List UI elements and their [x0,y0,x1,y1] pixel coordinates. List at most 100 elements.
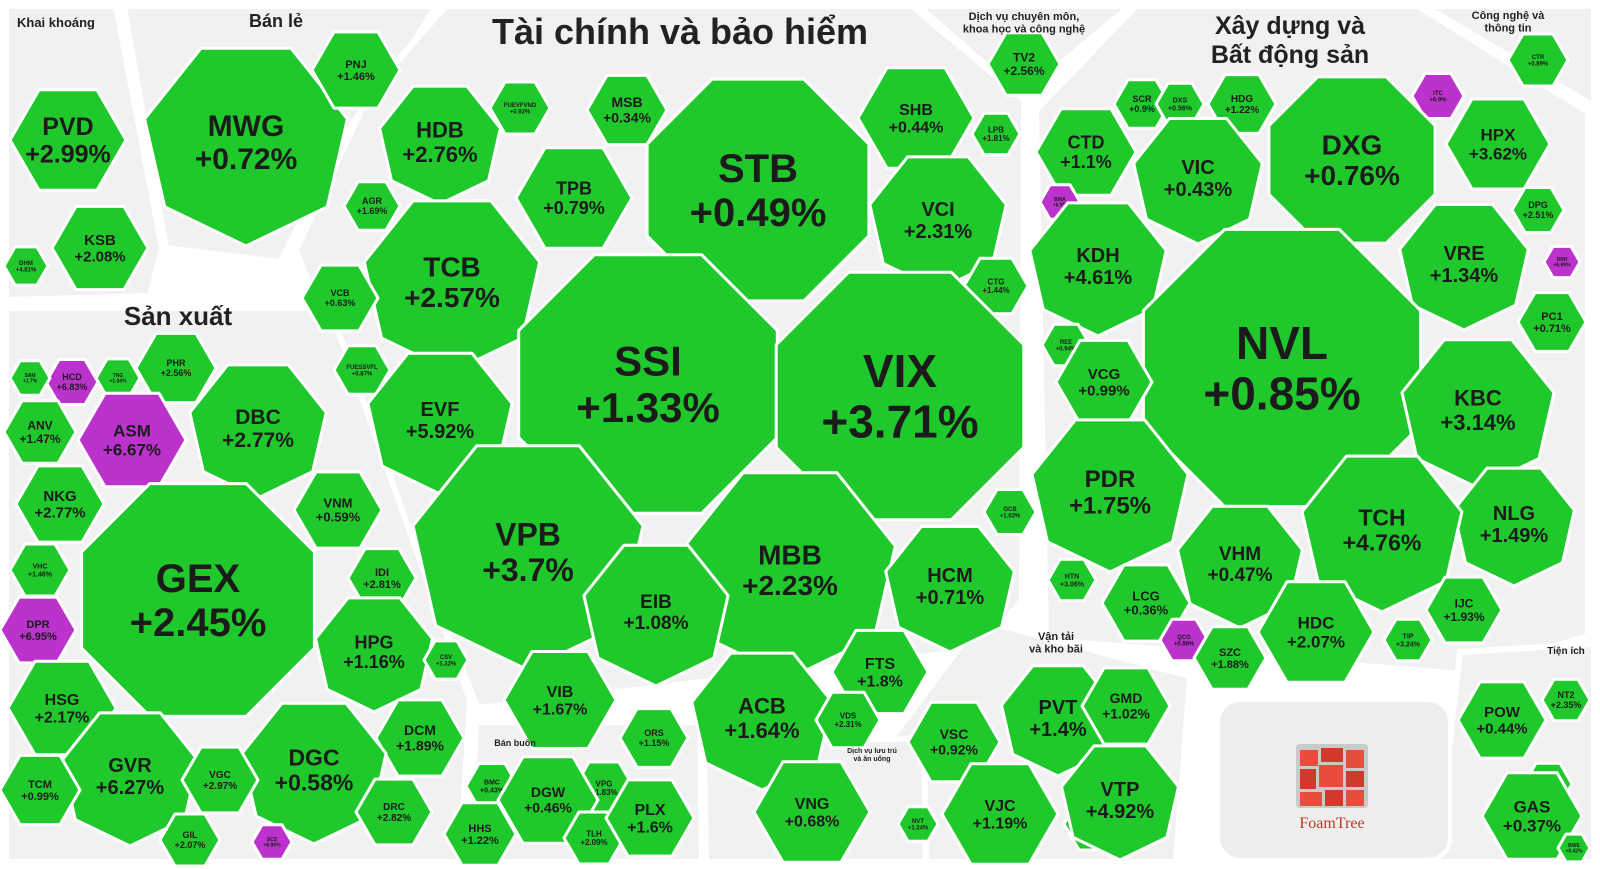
stock-tile-eib[interactable]: EIB+1.08% [582,543,730,688]
stock-tile-gmd[interactable]: GMD+1.02% [1080,666,1172,746]
tile-ticker: STB [718,147,798,191]
stock-tile-hpx[interactable]: HPX+3.62% [1444,97,1552,191]
tile-ticker: LCG [1132,588,1159,603]
stock-tile-dhm[interactable]: DHM+4.81% [2,245,50,287]
stock-tile-scs[interactable]: SCS+6.98% [250,823,294,861]
stock-tile-vre[interactable]: VRE+1.34% [1398,203,1530,332]
stock-tile-kdh[interactable]: KDH+4.61% [1028,201,1168,338]
stock-tile-vtp[interactable]: VTP+4.92% [1060,744,1180,862]
stock-tile-nlg[interactable]: NLG+1.49% [1452,466,1576,588]
stock-tile-gvr[interactable]: GVR+6.27% [60,711,200,848]
stock-tile-szc[interactable]: SZC+1.88% [1192,625,1268,691]
stock-tile-hdc[interactable]: HDC+2.07% [1256,580,1376,684]
stock-tile-pow[interactable]: POW+0.44% [1456,680,1548,760]
stock-tile-nvl[interactable]: NVL+0.85% [1141,227,1423,509]
stock-tile-kbc[interactable]: KBC+3.14% [1400,338,1556,490]
stock-tile-tcb[interactable]: TCB+2.57% [362,199,542,374]
stock-tile-vcg[interactable]: VCG+0.99% [1054,338,1154,426]
stock-tile-htn[interactable]: HTN+3.06% [1046,557,1098,603]
tile-change: +1.47% [19,432,60,446]
stock-tile-tch[interactable]: TCH+4.76% [1300,454,1464,614]
tile-shape [1100,563,1192,643]
stock-tile-vnm[interactable]: VNM+0.59% [292,470,384,550]
stock-tile-hdb[interactable]: HDB+2.76% [378,84,502,206]
stock-tile-shb[interactable]: SHB+0.44% [856,66,976,170]
stock-tile-dcm[interactable]: DCM+1.89% [374,698,466,778]
stock-tile-acb[interactable]: ACB+1.64% [690,651,834,792]
stock-tile-dpr[interactable]: DPR+6.95% [0,595,78,665]
stock-tile-dpg[interactable]: DPG+2.51% [1510,186,1566,234]
stock-tile-gil[interactable]: GIL+2.07% [158,812,222,868]
stock-tile-dgc[interactable]: DGC+0.58% [240,701,388,846]
stock-tile-ctr[interactable]: CTR+0.89% [1506,32,1570,88]
stock-tile-anv[interactable]: ANV+1.47% [2,399,78,465]
stock-tile-drh[interactable]: DRH+6.99% [1542,244,1582,280]
tile-change: +6.9% [1053,203,1068,209]
stock-tile-hhs[interactable]: HHS+1.22% [442,801,518,867]
tile-ticker: TV2 [1013,51,1035,65]
stock-tile-ocb[interactable]: OCB+1.02% [982,488,1038,536]
stock-tile-dbc[interactable]: DBC+2.77% [188,363,328,500]
stock-tile-nvt[interactable]: NVT+1.24% [896,805,940,843]
stock-tile-nt2[interactable]: NT2+2.35% [1540,677,1592,723]
sector-title-van-tai: Vận tải và kho bãi [1029,631,1083,656]
tile-change: +0.72% [195,143,298,176]
stock-tile-mwg[interactable]: MWG+0.72% [143,46,349,248]
tile-change: +0.71% [916,587,985,609]
stock-tile-tip[interactable]: TIP+3.24% [1382,617,1434,663]
stock-tile-pnj[interactable]: PNJ+1.46% [310,30,402,110]
stock-tile-msb[interactable]: MSB+0.34% [585,73,669,147]
stock-tile-bwe[interactable]: BWE+0.42% [1556,832,1592,864]
foamtree-logo: FoamTree [1216,698,1452,862]
stock-tile-vhc[interactable]: VHC+1.46% [8,542,72,598]
stock-tile-tng[interactable]: TNG+1.04% [94,357,142,399]
stock-tile-ijc[interactable]: IJC+1.93% [1424,575,1504,645]
stock-tile-ctd[interactable]: CTD+1.1% [1034,107,1138,197]
stock-tile-vci[interactable]: VCI+2.31% [868,155,1008,292]
tile-change: +2.56% [161,368,192,378]
stock-tile-vic[interactable]: VIC+0.43% [1132,117,1264,246]
stock-tile-sam[interactable]: SAM+1.7% [8,359,52,397]
stock-tile-drc[interactable]: DRC+2.82% [354,777,434,847]
stock-tile-ksb[interactable]: KSB+2.08% [50,204,150,292]
stock-tile-vhm[interactable]: VHM+0.47% [1176,504,1304,630]
stock-tile-vsc[interactable]: VSC+0.92% [906,700,1002,784]
stock-tile-pdr[interactable]: PDR+1.75% [1030,418,1190,574]
stock-tile-vcb[interactable]: VCB+0.63% [300,263,380,333]
tile-change: +2.76% [402,142,477,167]
stock-tile-asm[interactable]: ASM+6.67% [76,391,188,489]
stock-tile-tcm[interactable]: TCM+0.99% [0,753,82,827]
stock-tile-hpg[interactable]: HPG+1.16% [314,596,434,714]
stock-tile-agr[interactable]: AGR+1.69% [342,180,402,232]
stock-tile-dxg[interactable]: DXG+0.76% [1267,75,1437,245]
stock-tile-gex[interactable]: GEX+2.45% [80,482,316,718]
stock-tile-lpb[interactable]: LPB+1.81% [970,111,1022,157]
stock-tile-vjc[interactable]: VJC+1.19% [940,762,1060,866]
stock-tile-qcg[interactable]: QCG+6.88% [1158,617,1210,663]
stock-tile-nkg[interactable]: NKG+2.77% [14,464,106,544]
stock-tile-tv2[interactable]: TV2+2.56% [986,31,1062,97]
tile-ticker: VNG [795,796,830,813]
sector-title-dich-vu-luu-tru: Dịch vụ lưu trú và ăn uống [847,748,897,763]
stock-tile-hcm[interactable]: HCM+0.71% [884,525,1016,654]
stock-tile-pvd[interactable]: PVD+2.99% [8,88,128,192]
stock-tile-fuessvfl[interactable]: FUESSVFL+0.87% [332,344,392,396]
stock-tile-gas[interactable]: GAS+0.37% [1480,771,1584,861]
stock-tile-vib[interactable]: VIB+1.67% [502,650,618,750]
stock-tile-fuevfvnd[interactable]: FUEVFVND+0.92% [488,80,552,136]
stock-tile-vng[interactable]: VNG+0.68% [752,760,872,864]
stock-tile-mbb[interactable]: MBB+2.23% [683,471,897,680]
tile-ticker: DCM [404,722,436,738]
stock-tile-csv[interactable]: CSV+1.32% [422,639,470,681]
stock-tile-vds[interactable]: VDS+2.31% [814,690,882,750]
stock-tile-tpb[interactable]: TPB+0.79% [514,146,634,250]
stock-tile-pc1[interactable]: PC1+0.71% [1516,291,1588,353]
stock-tile-lcg[interactable]: LCG+0.36% [1100,563,1192,643]
stock-tile-vix[interactable]: VIX+3.71% [774,270,1026,522]
stock-tile-ors[interactable]: ORS+1.15% [618,707,690,769]
stock-tile-hcd[interactable]: HCD+6.83% [44,358,100,406]
stock-tile-plx[interactable]: PLX+1.6% [604,778,696,858]
stock-tile-vpb[interactable]: VPB+3.7% [411,444,645,672]
stock-tile-stb[interactable]: STB+0.49% [645,77,871,303]
